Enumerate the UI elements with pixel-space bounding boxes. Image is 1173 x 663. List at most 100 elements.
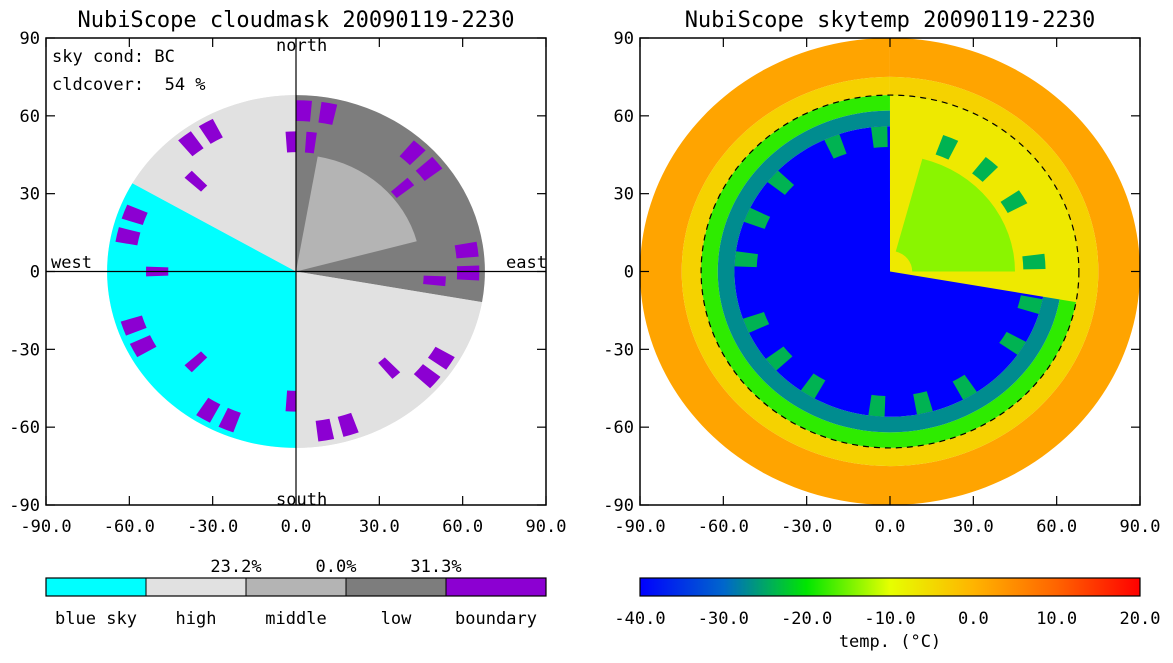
- temp-cell: [742, 312, 770, 333]
- cloudmask-info-sky-cond: sky cond: BC: [52, 47, 175, 67]
- legend-label-high: high: [176, 609, 217, 629]
- boundary-cell: [337, 412, 359, 437]
- legend-label-blue-sky: blue sky: [55, 609, 137, 629]
- skytemp-x-tick-label: 30.0: [953, 517, 994, 537]
- legend-pct-high: 23.2%: [210, 557, 261, 577]
- boundary-cell: [423, 275, 446, 287]
- skytemp-x-tick-label: -90.0: [614, 517, 665, 537]
- boundary-cell: [399, 140, 426, 166]
- colorbar-tick-label: -20.0: [781, 609, 832, 629]
- skytemp-disc: [640, 38, 1140, 505]
- cloudmask-y-tick-label: -30: [9, 340, 40, 360]
- boundary-cell: [413, 364, 441, 389]
- skytemp-y-tick-label: -60: [603, 418, 634, 438]
- cloudmask-info-cldcover: cldcover: 54 %: [52, 75, 206, 95]
- legend-label-low: low: [381, 609, 412, 629]
- cloudmask-axes: -90.0 -60.0 -30.0 0.0 30.0 60.0 90.0 90 60 30 0 -30…: [9, 29, 566, 537]
- cloudmask-y-tick-label: 0: [30, 263, 40, 283]
- boundary-cell: [296, 100, 312, 122]
- temp-sector-cloud-inner: [895, 158, 1015, 272]
- cloudmask-disc: [107, 95, 485, 448]
- boundary-cell: [390, 177, 415, 199]
- cloudmask-legend: blue sky high 23.2% middle 0.0% low 31.3% bound…: [45, 557, 547, 629]
- cloudmask-x-tick-label: 90.0: [526, 517, 567, 537]
- boundary-cell: [415, 156, 443, 181]
- temp-cell: [913, 391, 933, 415]
- cloudmask-y-tick-label: 30: [20, 185, 40, 205]
- cloud-sector-high: [296, 271, 483, 448]
- skytemp-x-tick-label: -60.0: [698, 517, 749, 537]
- cloudmask-title: NubiScope cloudmask 20090119-2230: [77, 8, 514, 33]
- skytemp-panel: NubiScope skytemp 20090119-2230 -90.0 -60…: [603, 8, 1160, 652]
- cloudmask-x-tick-label: -90.0: [20, 517, 71, 537]
- cloudmask-y-tick-label: 60: [20, 107, 40, 127]
- direction-label-east: east: [506, 253, 547, 273]
- cloud-sector-high: [132, 95, 296, 272]
- boundary-cell: [285, 131, 296, 153]
- temp-cell: [800, 373, 826, 399]
- skytemp-x-tick-label: 60.0: [1036, 517, 1077, 537]
- colorbar-tick-label: 10.0: [1036, 609, 1077, 629]
- legend-swatch-boundary: [445, 577, 547, 597]
- colorbar-tick-label: -30.0: [698, 609, 749, 629]
- skytemp-y-tick-label: 60: [614, 107, 634, 127]
- legend-pct-low: 31.3%: [410, 557, 461, 577]
- temp-cell: [999, 331, 1027, 355]
- legend-swatch-blue-sky: [45, 577, 147, 597]
- boundary-cell: [120, 315, 147, 336]
- temp-cell: [868, 394, 886, 417]
- skytemp-title: NubiScope skytemp 20090119-2230: [685, 8, 1096, 33]
- skytemp-y-tick-label: 30: [614, 185, 634, 205]
- direction-label-south: south: [276, 490, 327, 510]
- temp-cell: [743, 207, 771, 229]
- boundary-cell: [178, 131, 204, 157]
- cloud-sector-middle: [296, 156, 417, 272]
- boundary-cell: [129, 335, 157, 358]
- cloudmask-x-tick-label: -60.0: [104, 517, 155, 537]
- cloud-sector-blue-sky: [107, 183, 296, 448]
- temp-cell: [1000, 190, 1028, 214]
- temp-cell: [1022, 253, 1046, 270]
- skytemp-y-tick-label: -90: [603, 496, 634, 516]
- colorbar-tick-label: 0.0: [958, 609, 989, 629]
- boundary-cell: [318, 101, 338, 125]
- temp-cell: [767, 170, 795, 195]
- legend-label-middle: middle: [265, 609, 326, 629]
- temp-cell: [935, 134, 959, 160]
- direction-label-west: west: [51, 253, 92, 273]
- skytemp-axes: -90.0 -60.0 -30.0 0.0 30.0 60.0 90.0 90 60 30 0 -30…: [603, 29, 1160, 537]
- temp-cell: [1017, 295, 1043, 314]
- colorbar-label: temp. (°C): [839, 632, 941, 652]
- boundary-cell: [121, 204, 148, 225]
- legend-swatch-low: [345, 577, 447, 597]
- boundary-cell: [285, 390, 296, 412]
- colorbar-tick-label: -10.0: [864, 609, 915, 629]
- skytemp-y-tick-label: -30: [603, 340, 634, 360]
- skytemp-x-tick-label: 90.0: [1120, 517, 1161, 537]
- temp-cell: [972, 157, 999, 182]
- temp-cell: [765, 346, 793, 371]
- cloudmask-x-tick-label: 0.0: [281, 517, 312, 537]
- legend-label-boundary: boundary: [455, 609, 537, 629]
- skytemp-y-tick-label: 90: [614, 29, 634, 49]
- cloudmask-x-tick-label: -30.0: [187, 517, 238, 537]
- temp-cell: [734, 251, 758, 268]
- temp-cell: [824, 134, 847, 159]
- skytemp-x-tick-label: -30.0: [781, 517, 832, 537]
- cloudmask-y-tick-label: -90: [9, 496, 40, 516]
- boundary-cell: [456, 265, 480, 281]
- boundary-cell: [378, 357, 401, 379]
- legend-frame: [45, 577, 547, 597]
- cloudmask-x-tick-label: 60.0: [442, 517, 483, 537]
- legend-swatch-middle: [245, 577, 347, 597]
- direction-label-north: north: [276, 36, 327, 56]
- colorbar-tick-label: 20.0: [1120, 609, 1161, 629]
- boundary-cell: [304, 131, 317, 154]
- boundary-cell: [115, 227, 141, 246]
- boundary-cell: [454, 241, 479, 259]
- boundary-cell: [196, 397, 221, 423]
- temperature-colorbar-ticks: -40.0 -30.0 -20.0 -10.0 0.0 10.0 20.0: [614, 609, 1160, 629]
- boundary-cell: [184, 170, 208, 192]
- temp-cell: [952, 374, 977, 400]
